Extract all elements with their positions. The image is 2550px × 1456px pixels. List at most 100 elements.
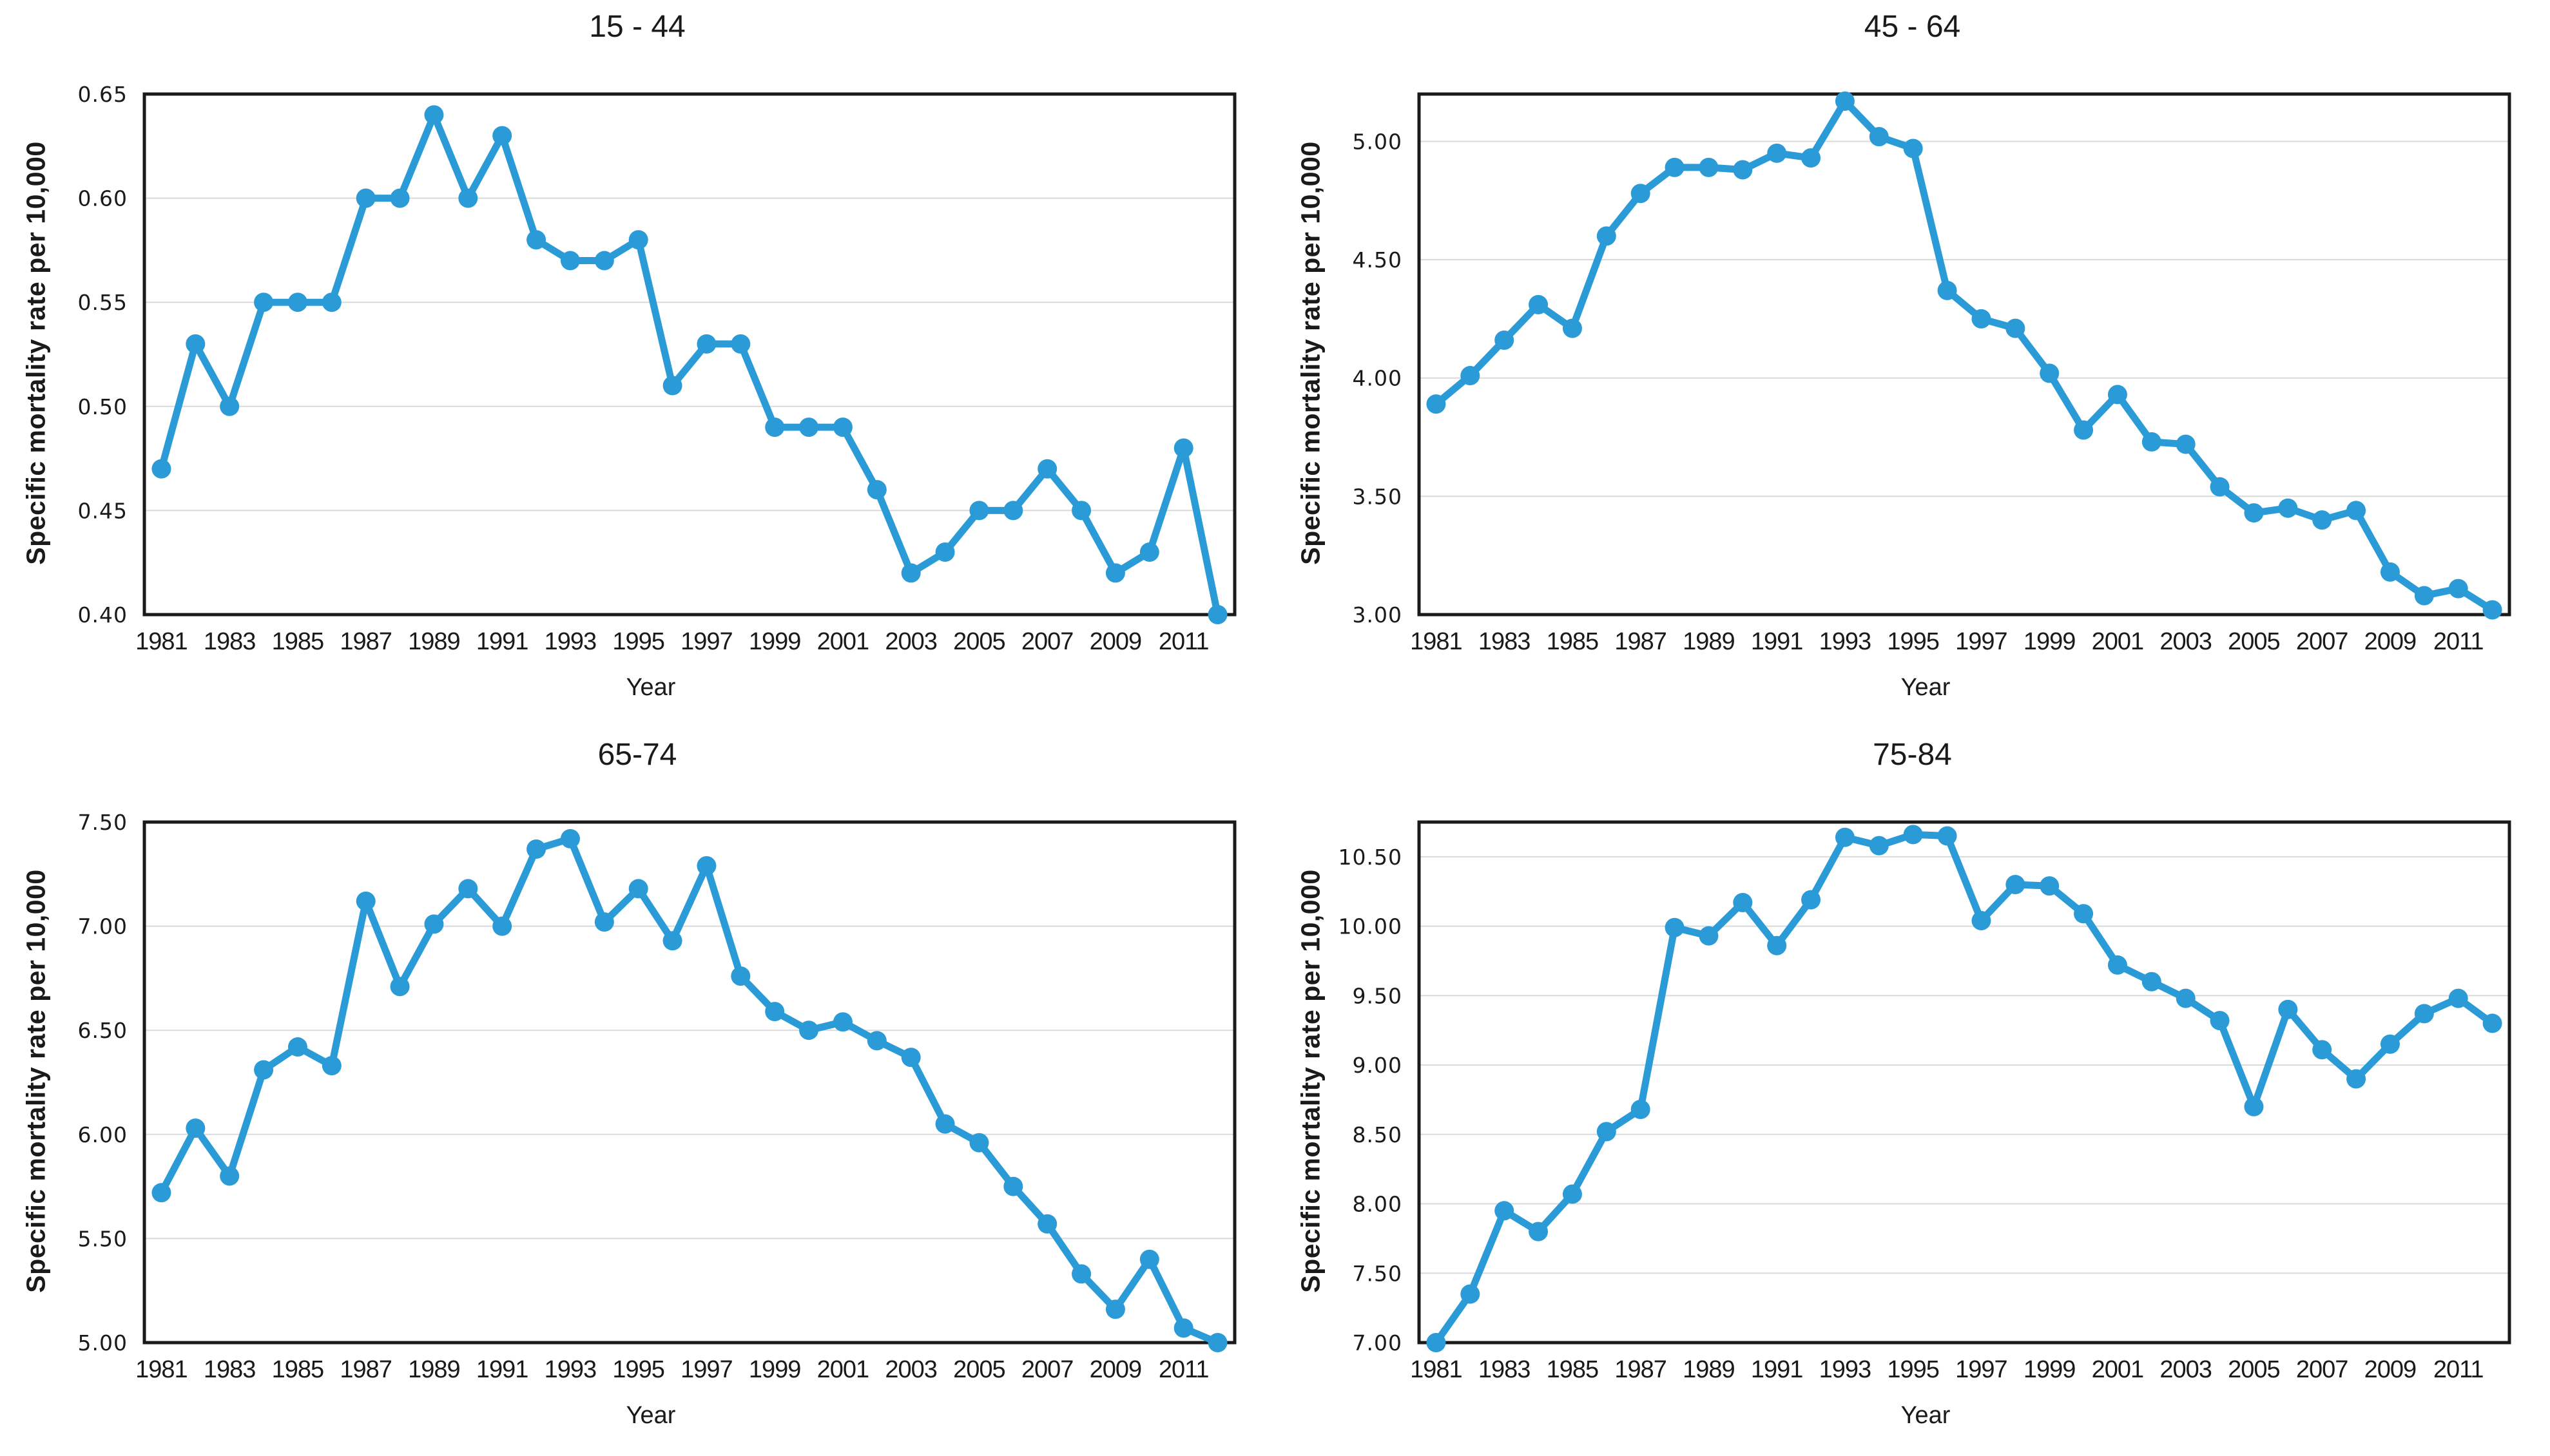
y-tick-label: 6.50 — [78, 1018, 128, 1043]
data-point — [2482, 600, 2502, 620]
x-tick-label: 1987 — [1614, 628, 1666, 655]
data-point — [2040, 363, 2060, 383]
data-point — [799, 1020, 819, 1040]
x-tick-label: 2009 — [2364, 628, 2417, 655]
data-point — [2244, 503, 2264, 523]
data-point — [1562, 1184, 1582, 1204]
chart-title: 75-84 — [1873, 738, 1952, 772]
x-tick-label: 2011 — [2433, 1356, 2484, 1383]
data-point — [594, 912, 614, 932]
x-tick-label: 2011 — [2433, 628, 2484, 655]
data-point — [1971, 309, 1991, 329]
x-tick-label: 1989 — [1683, 1356, 1735, 1383]
x-tick-label: 2009 — [1090, 628, 1142, 655]
x-tick-label: 1981 — [1410, 1356, 1462, 1383]
data-point — [186, 334, 206, 354]
data-point — [1529, 1221, 1549, 1241]
y-tick-label: 10.00 — [1338, 914, 1402, 939]
data-point — [765, 417, 785, 437]
y-tick-label: 7.00 — [78, 914, 128, 939]
data-point — [1835, 91, 1855, 111]
x-axis-title: Year — [626, 1402, 676, 1429]
data-point — [731, 966, 751, 986]
x-tick-label: 1983 — [204, 628, 256, 655]
plot-frame — [142, 820, 1237, 1345]
data-point — [1801, 890, 1821, 910]
y-tick-label: 4.00 — [1353, 366, 1402, 391]
y-axis-title: Specific mortality rate per 10,000 — [21, 141, 51, 565]
data-point — [2312, 1040, 2332, 1060]
x-tick-label: 1985 — [1547, 1356, 1599, 1383]
data-point — [1174, 438, 1193, 458]
line-chart-svg-15-44: 0.40 0.45 0.50 0.55 0.60 0.65 1981 1983 1985 1987… — [78, 82, 1237, 655]
data-point — [458, 879, 478, 899]
data-point — [1003, 1176, 1023, 1196]
x-tick-label: 2011 — [1159, 1356, 1209, 1383]
data-point — [492, 126, 512, 146]
y-tick-label: 0.40 — [78, 602, 128, 627]
data-point — [1699, 157, 1719, 177]
data-point — [254, 292, 274, 312]
x-axis-title: Year — [1900, 674, 1951, 701]
data-point — [1971, 910, 1991, 930]
data-point — [2107, 955, 2127, 975]
data-point — [2346, 1069, 2366, 1089]
x-tick-label: 2003 — [2159, 628, 2212, 655]
data-point — [1105, 1299, 1125, 1319]
data-point — [390, 977, 410, 997]
data-point — [2312, 510, 2332, 530]
data-point — [697, 856, 717, 876]
data-point — [2005, 874, 2025, 894]
y-tick-label: 8.50 — [1353, 1122, 1402, 1147]
data-point — [1801, 148, 1821, 168]
x-tick-label: 2007 — [2296, 628, 2348, 655]
data-point — [799, 417, 819, 437]
data-point — [1038, 459, 1058, 479]
data-line — [1432, 830, 2497, 1346]
data-point — [2141, 972, 2161, 991]
y-tick-label: 10.50 — [1338, 845, 1402, 870]
y-tick-label: 0.55 — [78, 290, 128, 315]
x-tick-label: 2007 — [2296, 1356, 2348, 1383]
data-point — [526, 839, 546, 859]
data-point — [2414, 1004, 2434, 1024]
data-point — [2244, 1097, 2264, 1116]
chart-title: 45 - 64 — [1864, 10, 1961, 44]
x-tick-label: 1995 — [1887, 628, 1939, 655]
line-chart-svg-75-84: 7.00 7.50 8.00 8.50 9.00 9.50 10.00 10.50 1981 19… — [1338, 820, 2511, 1383]
data-point — [1733, 892, 1753, 912]
y-tick-label: 8.00 — [1353, 1192, 1402, 1217]
data-point — [1174, 1318, 1193, 1338]
y-tick-label: 0.50 — [78, 394, 128, 419]
y-tick-label: 5.00 — [1353, 129, 1402, 154]
data-point — [1038, 1214, 1058, 1234]
x-tick-label: 1997 — [1955, 628, 2007, 655]
data-point — [2414, 586, 2434, 606]
data-point — [1869, 836, 1889, 856]
data-point — [1665, 157, 1685, 177]
data-point — [833, 417, 853, 437]
data-point — [1139, 542, 1159, 562]
x-tick-label: 1991 — [1751, 1356, 1803, 1383]
data-point — [2380, 562, 2400, 582]
x-tick-label: 1991 — [476, 1356, 528, 1383]
data-line — [157, 835, 1222, 1346]
data-point — [1869, 127, 1889, 147]
data-point — [560, 251, 580, 271]
x-tick-label: 1997 — [681, 628, 733, 655]
plot-frame — [1417, 92, 2511, 617]
data-point — [1426, 394, 1446, 414]
data-point — [628, 230, 648, 250]
data-point — [662, 376, 682, 396]
data-point — [628, 879, 648, 899]
data-point — [935, 542, 955, 562]
chart-title: 65-74 — [597, 738, 677, 772]
y-tick-label: 0.45 — [78, 498, 128, 523]
data-point — [1072, 501, 1092, 521]
x-tick-label: 2007 — [1021, 1356, 1074, 1383]
y-tick-label: 9.00 — [1353, 1053, 1402, 1078]
data-point — [1665, 917, 1685, 937]
data-point — [1630, 184, 1650, 204]
x-tick-label: 1985 — [272, 1356, 324, 1383]
plot-frame — [1417, 820, 2511, 1345]
